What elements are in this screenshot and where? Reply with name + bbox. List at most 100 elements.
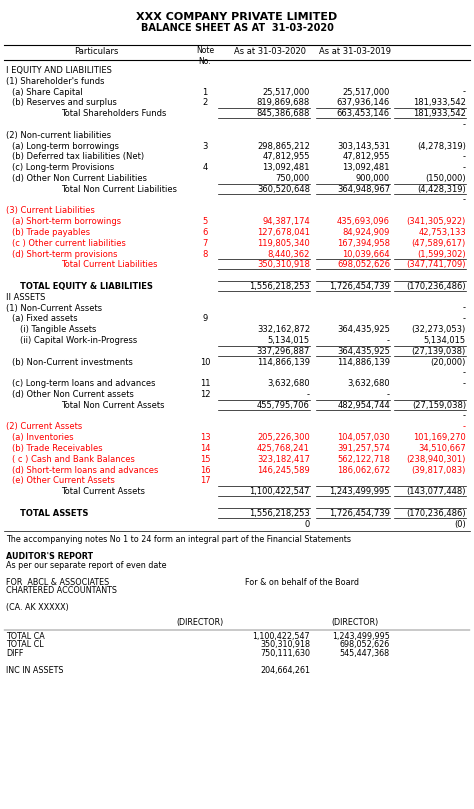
Text: XXX COMPANY PRIVATE LIMITED: XXX COMPANY PRIVATE LIMITED: [137, 12, 337, 22]
Text: (2) Current Assets: (2) Current Assets: [6, 422, 82, 431]
Text: 181,933,542: 181,933,542: [413, 99, 466, 108]
Text: 10,039,664: 10,039,664: [342, 250, 390, 259]
Text: (47,589,617): (47,589,617): [412, 239, 466, 248]
Text: (a) Share Capital: (a) Share Capital: [12, 87, 83, 96]
Text: 47,812,955: 47,812,955: [263, 152, 310, 162]
Text: -: -: [387, 336, 390, 345]
Text: 1,726,454,739: 1,726,454,739: [329, 509, 390, 518]
Text: 114,866,139: 114,866,139: [257, 358, 310, 366]
Text: 3,632,680: 3,632,680: [267, 379, 310, 388]
Text: Total Non Current Assets: Total Non Current Assets: [61, 400, 164, 410]
Text: (27,139,038): (27,139,038): [412, 347, 466, 356]
Text: 17: 17: [200, 477, 210, 485]
Text: (a) Short-term borrowings: (a) Short-term borrowings: [12, 217, 121, 227]
Text: -: -: [463, 196, 466, 205]
Text: (b) Deferred tax liabilities (Net): (b) Deferred tax liabilities (Net): [12, 152, 144, 162]
Text: (4,428,319): (4,428,319): [417, 184, 466, 194]
Text: 101,169,270: 101,169,270: [413, 433, 466, 443]
Text: 13,092,481: 13,092,481: [263, 163, 310, 172]
Text: 360,520,648: 360,520,648: [257, 184, 310, 194]
Text: 350,310,918: 350,310,918: [260, 641, 310, 650]
Text: 1: 1: [202, 87, 208, 96]
Text: 181,933,542: 181,933,542: [413, 109, 466, 118]
Text: (4,278,319): (4,278,319): [417, 142, 466, 150]
Text: 364,435,925: 364,435,925: [337, 325, 390, 334]
Text: (b) Reserves and surplus: (b) Reserves and surplus: [12, 99, 117, 108]
Text: -: -: [463, 315, 466, 324]
Text: 25,517,000: 25,517,000: [343, 87, 390, 96]
Text: 845,386,688: 845,386,688: [256, 109, 310, 118]
Text: Particulars: Particulars: [74, 47, 118, 56]
Text: 425,768,241: 425,768,241: [257, 444, 310, 453]
Text: (b) Trade payables: (b) Trade payables: [12, 228, 90, 237]
Text: 119,805,340: 119,805,340: [257, 239, 310, 248]
Text: (143,077,448): (143,077,448): [407, 487, 466, 496]
Text: As at 31-03-2019: As at 31-03-2019: [319, 47, 391, 56]
Text: 303,143,531: 303,143,531: [337, 142, 390, 150]
Text: 750,000: 750,000: [276, 174, 310, 183]
Text: (d) Other Non Current assets: (d) Other Non Current assets: [12, 390, 134, 399]
Text: 337,296,887: 337,296,887: [256, 347, 310, 356]
Text: 94,387,174: 94,387,174: [262, 217, 310, 227]
Text: 8: 8: [202, 250, 208, 259]
Text: Total Current Liabilities: Total Current Liabilities: [61, 260, 157, 269]
Text: 205,226,300: 205,226,300: [257, 433, 310, 443]
Text: 698,052,626: 698,052,626: [337, 260, 390, 269]
Text: 10: 10: [200, 358, 210, 366]
Text: (347,741,709): (347,741,709): [407, 260, 466, 269]
Text: (d) Other Non Current Liabilities: (d) Other Non Current Liabilities: [12, 174, 147, 183]
Text: 5: 5: [202, 217, 208, 227]
Text: 637,936,146: 637,936,146: [337, 99, 390, 108]
Text: (ii) Capital Work-in-Progress: (ii) Capital Work-in-Progress: [20, 336, 137, 345]
Text: -: -: [463, 303, 466, 312]
Text: 104,057,030: 104,057,030: [337, 433, 390, 443]
Text: Total Shareholders Funds: Total Shareholders Funds: [61, 109, 166, 118]
Text: (170,236,486): (170,236,486): [406, 282, 466, 291]
Text: 6: 6: [202, 228, 208, 237]
Text: (32,273,053): (32,273,053): [412, 325, 466, 334]
Text: I EQUITY AND LIABILITIES: I EQUITY AND LIABILITIES: [6, 66, 112, 75]
Text: -: -: [463, 163, 466, 172]
Text: 350,310,918: 350,310,918: [257, 260, 310, 269]
Text: (CA. AK XXXXX): (CA. AK XXXXX): [6, 604, 69, 612]
Text: FOR  ABCL & ASSOCIATES: FOR ABCL & ASSOCIATES: [6, 578, 109, 587]
Text: Total Current Assets: Total Current Assets: [61, 487, 145, 496]
Text: 1,726,454,739: 1,726,454,739: [329, 282, 390, 291]
Text: (b) Non-Current investments: (b) Non-Current investments: [12, 358, 133, 366]
Text: 323,182,417: 323,182,417: [257, 455, 310, 464]
Text: 364,435,925: 364,435,925: [337, 347, 390, 356]
Text: 3: 3: [202, 142, 208, 150]
Text: (b) Trade Receivables: (b) Trade Receivables: [12, 444, 103, 453]
Text: 1,243,499,995: 1,243,499,995: [329, 487, 390, 496]
Text: 698,052,626: 698,052,626: [340, 641, 390, 650]
Text: 7: 7: [202, 239, 208, 248]
Text: 455,795,706: 455,795,706: [257, 400, 310, 410]
Text: 1,556,218,253: 1,556,218,253: [249, 282, 310, 291]
Text: TOTAL ASSETS: TOTAL ASSETS: [20, 509, 88, 518]
Text: (c ) Other current liabilities: (c ) Other current liabilities: [12, 239, 126, 248]
Text: 545,447,368: 545,447,368: [340, 649, 390, 658]
Text: For & on behalf of the Board: For & on behalf of the Board: [245, 578, 359, 587]
Text: As per our separate report of even date: As per our separate report of even date: [6, 561, 166, 570]
Text: 1,556,218,253: 1,556,218,253: [249, 509, 310, 518]
Text: -: -: [463, 87, 466, 96]
Text: CHARTERED ACCOUNTANTS: CHARTERED ACCOUNTANTS: [6, 587, 117, 595]
Text: As at 31-03-2020: As at 31-03-2020: [234, 47, 306, 56]
Text: 167,394,958: 167,394,958: [337, 239, 390, 248]
Text: 12: 12: [200, 390, 210, 399]
Text: 9: 9: [202, 315, 208, 324]
Text: -: -: [463, 412, 466, 421]
Text: ( c ) Cash and Bank Balances: ( c ) Cash and Bank Balances: [12, 455, 135, 464]
Text: 562,122,718: 562,122,718: [337, 455, 390, 464]
Text: Total Non Current Liabilities: Total Non Current Liabilities: [61, 184, 177, 194]
Text: 15: 15: [200, 455, 210, 464]
Text: -: -: [387, 390, 390, 399]
Text: (341,305,922): (341,305,922): [407, 217, 466, 227]
Text: -: -: [307, 390, 310, 399]
Text: -: -: [463, 152, 466, 162]
Text: (150,000): (150,000): [425, 174, 466, 183]
Text: (a) Long-term borrowings: (a) Long-term borrowings: [12, 142, 119, 150]
Text: 127,678,041: 127,678,041: [257, 228, 310, 237]
Text: 435,693,096: 435,693,096: [337, 217, 390, 227]
Text: 13,092,481: 13,092,481: [343, 163, 390, 172]
